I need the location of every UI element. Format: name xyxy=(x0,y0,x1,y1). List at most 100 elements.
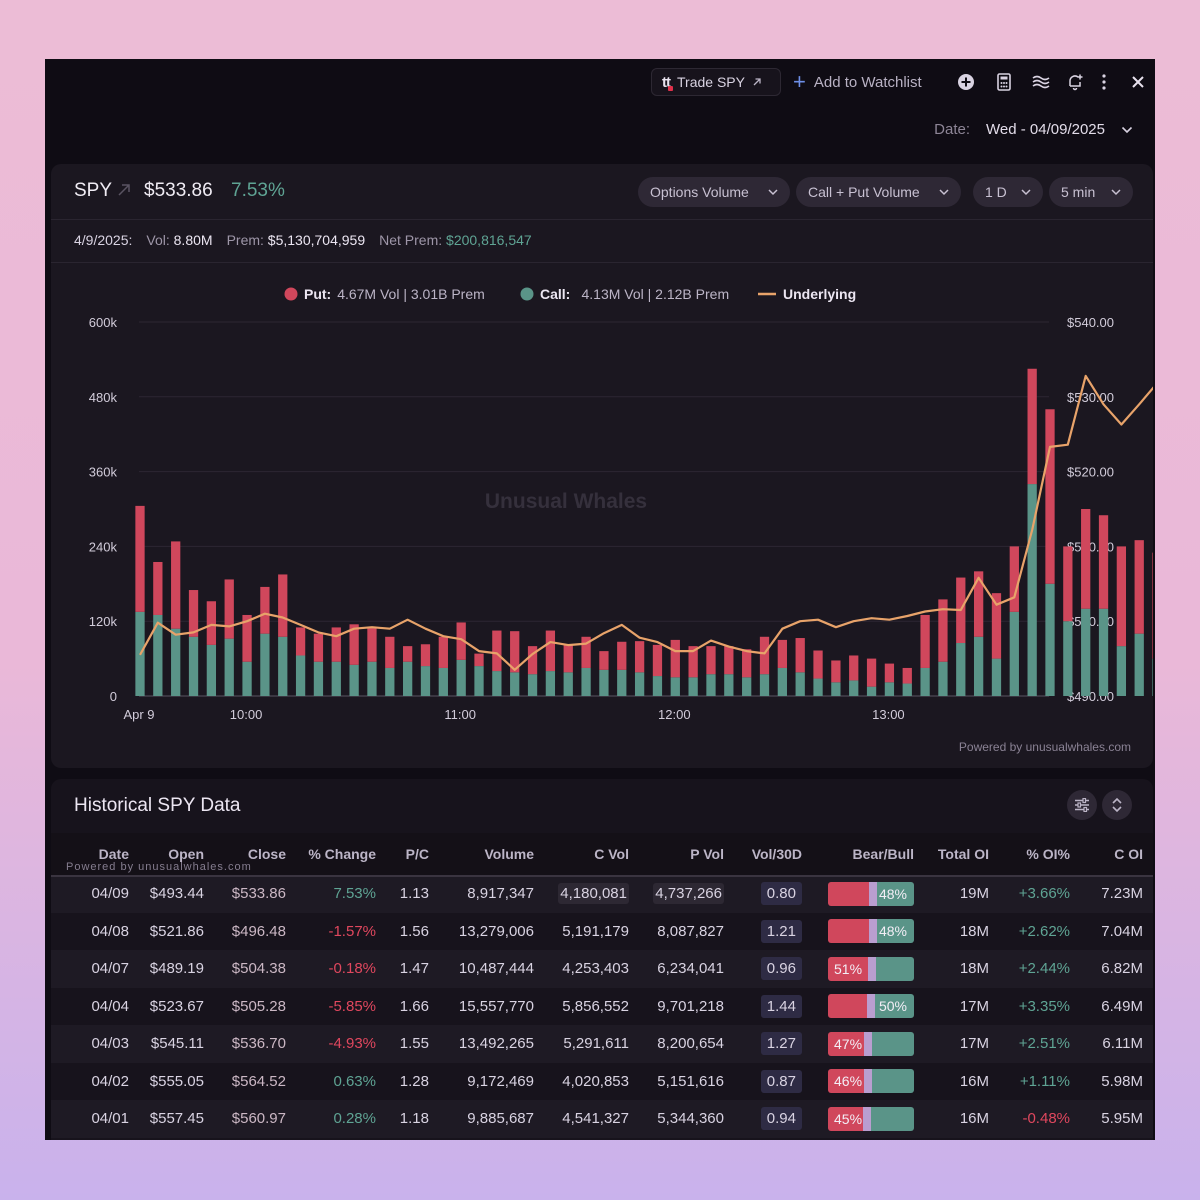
call-volume-bar xyxy=(367,661,377,696)
call-volume-bar xyxy=(527,674,538,696)
cell-close: $564.52 xyxy=(231,1072,286,1090)
call-put-volume-dropdown[interactable]: Call + Put Volume xyxy=(796,177,961,207)
filter-sliders-button[interactable] xyxy=(1067,790,1097,820)
column-header[interactable]: Close xyxy=(247,846,286,862)
cell-toi: 18M xyxy=(959,960,989,978)
table-row[interactable]: 04/04 $523.67 $505.28 -5.85% 1.66 15,557,770 5… xyxy=(51,987,1153,1026)
date-selector[interactable]: Date: Wed - 04/09/2025 xyxy=(934,121,1133,138)
put-volume-bar xyxy=(1045,409,1055,584)
cell-vol30: 1.44 xyxy=(734,988,812,1026)
waves-icon[interactable] xyxy=(1030,71,1052,93)
add-to-watchlist-button[interactable]: + Add to Watchlist xyxy=(793,71,922,93)
stats-net-value: $200,816,547 xyxy=(446,232,532,248)
table-row[interactable]: 04/01 $557.45 $560.97 0.28% 1.18 9,885,687 4,5… xyxy=(51,1100,1153,1138)
column-header[interactable]: % Change xyxy=(308,846,376,862)
cell-cvol: 5,291,611 xyxy=(563,1035,629,1053)
put-volume-bar xyxy=(991,593,1002,659)
cvol-value: 4,180,081 xyxy=(558,883,629,905)
column-header[interactable]: % OI% xyxy=(1026,846,1070,862)
legend-label: Call: xyxy=(540,286,570,302)
call-volume-bar xyxy=(385,667,395,696)
range-dropdown[interactable]: 1 D xyxy=(973,177,1043,207)
call-volume-bar xyxy=(795,672,805,696)
y-axis-left-tick: 240k xyxy=(89,539,118,554)
bull-segment xyxy=(870,1106,914,1131)
put-volume-bar xyxy=(1063,546,1073,622)
cell-volume: 9,885,687 xyxy=(467,1110,534,1128)
put-volume-bar xyxy=(278,574,288,637)
column-header[interactable]: Date xyxy=(98,846,129,862)
stats-volume: Vol: 8.80M xyxy=(146,232,212,248)
column-header[interactable]: Volume xyxy=(484,846,534,862)
dropdown-label: Call + Put Volume xyxy=(808,184,920,200)
column-header[interactable]: P Vol xyxy=(690,846,724,862)
cell-coi: 6.82M xyxy=(1101,960,1143,978)
column-header[interactable]: Bear/Bull xyxy=(852,846,914,862)
put-volume-bar xyxy=(634,641,645,673)
neutral-segment xyxy=(868,919,877,944)
app-window: tt Trade SPY + Add to Watchlist Date: We… xyxy=(45,59,1155,1140)
table-row[interactable]: 04/09 $493.44 $533.86 7.53% 1.13 8,917,347 4,1… xyxy=(51,875,1153,913)
column-header[interactable]: C OI xyxy=(1114,846,1143,862)
put-volume-bar xyxy=(1081,509,1091,609)
cell-close: $533.86 xyxy=(231,885,286,903)
vol30-value: 0.80 xyxy=(760,882,802,906)
close-icon[interactable] xyxy=(1127,71,1149,93)
put-volume-bar xyxy=(153,561,163,615)
column-header[interactable]: Total OI xyxy=(937,846,989,862)
divider xyxy=(51,262,1153,263)
cell-vol30: 0.94 xyxy=(734,1100,812,1138)
column-header[interactable]: P/C xyxy=(405,846,429,862)
more-icon[interactable] xyxy=(1093,71,1115,93)
cell-open: $545.11 xyxy=(150,1035,204,1053)
cell-pvol: 8,087,827 xyxy=(657,922,724,940)
trade-button[interactable]: tt Trade SPY xyxy=(651,68,781,96)
interval-dropdown[interactable]: 5 min xyxy=(1049,177,1133,207)
cell-change: -5.85% xyxy=(328,997,376,1015)
bell-plus-icon[interactable] xyxy=(1064,71,1086,93)
calculator-icon[interactable] xyxy=(993,71,1015,93)
table-row[interactable]: 04/08 $521.86 $496.48 -1.57% 1.56 13,279,006 5… xyxy=(51,912,1153,950)
put-volume-bar xyxy=(706,646,716,675)
vol30-value: 1.44 xyxy=(760,994,802,1018)
ticker-symbol[interactable]: SPY xyxy=(74,180,113,201)
bear-bull-bar: 48% xyxy=(828,881,914,906)
cell-coi: 7.23M xyxy=(1101,885,1143,903)
neutral-segment xyxy=(862,1106,871,1131)
chevron-down-icon xyxy=(1111,188,1121,195)
neutral-segment xyxy=(863,1069,872,1094)
column-header[interactable]: C Vol xyxy=(594,846,629,862)
bear-bull-label: 47% xyxy=(834,1035,863,1052)
call-volume-bar xyxy=(1134,633,1144,696)
daily-stats: 4/9/2025: Vol: 8.80M Prem: $5,130,704,95… xyxy=(74,232,532,248)
column-header[interactable]: Open xyxy=(168,846,204,862)
cell-vol30: 0.80 xyxy=(734,875,812,913)
call-volume-bar xyxy=(1152,658,1153,696)
call-volume-bar xyxy=(742,677,752,696)
y-axis-left-tick: 360k xyxy=(89,465,118,480)
y-axis-right-tick: $530.00 xyxy=(1067,390,1114,405)
options-volume-dropdown[interactable]: Options Volume xyxy=(638,177,790,207)
put-volume-bar xyxy=(367,627,377,662)
call-volume-bar xyxy=(313,661,324,696)
call-volume-bar xyxy=(545,671,556,696)
external-link-icon[interactable] xyxy=(117,183,131,197)
cell-oi: +2.44% xyxy=(1018,960,1070,978)
bear-bull-bar: 46% xyxy=(828,1069,914,1094)
put-volume-bar xyxy=(1152,552,1153,659)
table-row[interactable]: 04/07 $489.19 $504.38 -0.18% 1.47 10,487,444 4… xyxy=(51,950,1153,988)
bear-segment xyxy=(828,1031,865,1056)
table-row[interactable]: 04/03 $545.11 $536.70 -4.93% 1.55 13,492,265 5… xyxy=(51,1025,1153,1063)
put-volume-bar xyxy=(242,614,252,662)
column-header[interactable]: Vol/30D xyxy=(751,846,802,862)
cell-change: 0.28% xyxy=(333,1110,376,1128)
call-volume-bar xyxy=(1027,484,1037,696)
chevron-down-icon xyxy=(768,188,778,195)
call-volume-bar xyxy=(403,661,413,696)
cell-pvol: 5,344,360 xyxy=(657,1110,724,1128)
plus-circle-icon[interactable] xyxy=(955,71,977,93)
expand-collapse-button[interactable] xyxy=(1102,790,1132,820)
cell-pvol: 4,737,266 xyxy=(639,875,734,913)
table-row[interactable]: 04/02 $555.05 $564.52 0.63% 1.28 9,172,469 4,0… xyxy=(51,1062,1153,1100)
pvol-value: 4,737,266 xyxy=(653,883,724,905)
